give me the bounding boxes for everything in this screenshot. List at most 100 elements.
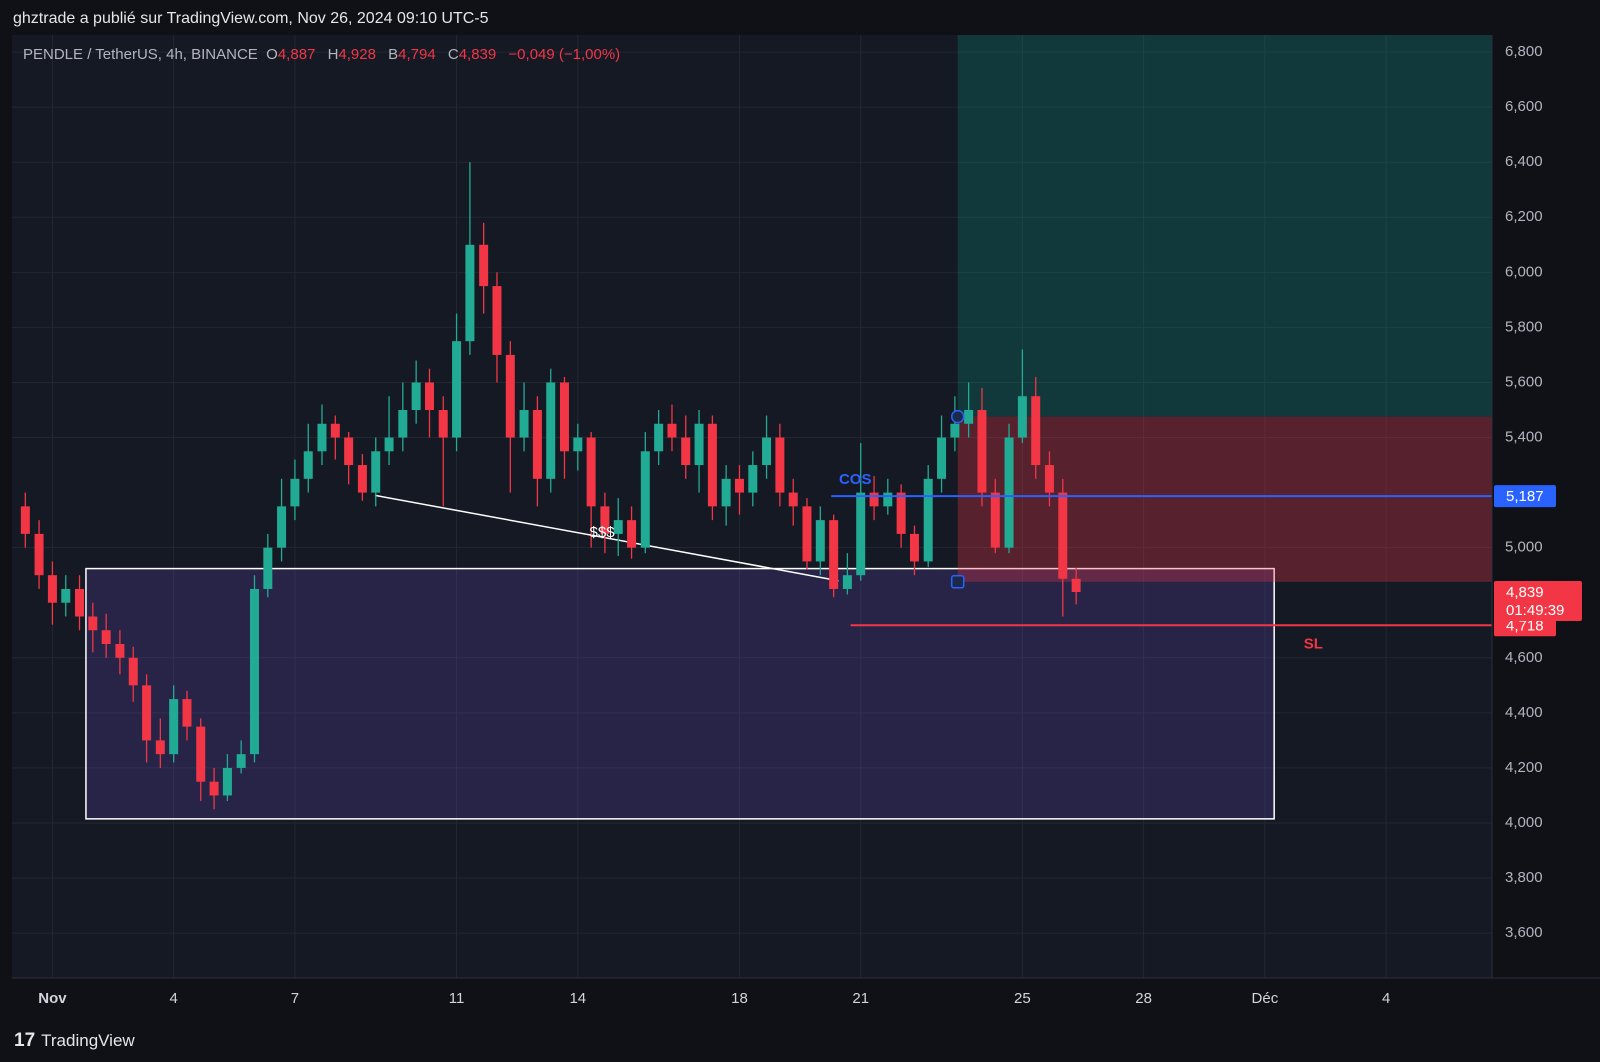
candle-body (505, 354, 515, 438)
candle-body (303, 451, 313, 479)
x-tick-label: 28 (1135, 990, 1152, 1007)
candle-body (694, 423, 704, 466)
candle-body (815, 520, 825, 562)
candle-body (909, 533, 919, 562)
brand: 17 TradingView (14, 1030, 135, 1051)
y-tick-label: 5,600 (1505, 373, 1543, 390)
candle-body (869, 492, 879, 507)
candle-body (627, 520, 637, 548)
candle-body (883, 492, 893, 507)
candle-body (34, 533, 44, 576)
plot-layer (12, 35, 1492, 978)
change: −0,049 (−1,00%) (508, 46, 621, 63)
x-tick-label: 4 (1382, 990, 1390, 1007)
close-label: C (447, 46, 459, 63)
candle-body (47, 575, 57, 603)
candle-body (829, 520, 839, 589)
y-tick-label: 5,800 (1505, 318, 1543, 335)
candle-body (762, 437, 772, 466)
open: 4,887 (277, 46, 316, 63)
candle-body (209, 781, 219, 796)
candle-body (842, 575, 852, 589)
candle-body (142, 685, 152, 741)
trendline-label: $$$ (590, 524, 616, 541)
y-tick-label: 4,400 (1505, 704, 1543, 721)
candle-body (115, 644, 125, 658)
candle-body (896, 492, 906, 534)
last-price-value: 4,839 (1506, 584, 1544, 601)
candle-body (371, 451, 381, 493)
candle-body (317, 423, 327, 452)
entry-handle (950, 409, 965, 424)
candle-body (532, 409, 542, 479)
candle-body (721, 478, 731, 507)
candle-body (788, 492, 798, 507)
y-tick-label: 6,200 (1505, 208, 1543, 225)
open-label: O (266, 46, 278, 63)
stop-box (957, 416, 1492, 582)
candle-body (654, 423, 664, 452)
candle-body (1044, 465, 1054, 493)
zone-box (85, 567, 1275, 820)
candle-body (196, 726, 206, 782)
candle-body (1071, 578, 1081, 592)
x-tick-label: 25 (1014, 990, 1031, 1007)
ohlc-legend: PENDLE / TetherUS, 4h, BINANCE O4,887 H4… (23, 46, 628, 63)
sl-line-value: 4,718 (1506, 617, 1544, 634)
candle-body (169, 699, 179, 755)
y-tick-label: 4,600 (1505, 649, 1543, 666)
y-tick-label: 5,000 (1505, 539, 1543, 556)
x-tick-label: Déc (1252, 990, 1279, 1007)
candle-body (856, 492, 866, 576)
cos-label: COS (839, 471, 872, 488)
x-tick-label: Nov (38, 990, 67, 1007)
candle-body (546, 382, 556, 479)
candle-body (977, 409, 987, 493)
candle-body (586, 437, 596, 507)
candle-body (802, 506, 812, 562)
x-tick-label: 21 (852, 990, 869, 1007)
candle-body (222, 767, 232, 796)
countdown: 01:49:39 (1506, 602, 1564, 619)
candle-body (101, 630, 111, 645)
candle-body (344, 437, 354, 466)
x-tick-label: 4 (169, 990, 177, 1007)
candle-body (411, 382, 421, 410)
candle-body (277, 506, 287, 548)
y-tick-label: 6,600 (1505, 98, 1543, 115)
candle-body (479, 244, 489, 287)
high-label: H (327, 46, 339, 63)
y-tick-label: 5,400 (1505, 428, 1543, 445)
candle-body (1058, 492, 1068, 579)
x-tick-label: 14 (569, 990, 586, 1007)
y-tick-label: 3,800 (1505, 869, 1543, 886)
candle-body (424, 382, 434, 410)
sl-label: SL (1304, 635, 1323, 652)
brand-name: TradingView (41, 1031, 135, 1050)
target-box (957, 35, 1492, 417)
low-label: B (388, 46, 399, 63)
candle-body (20, 506, 30, 534)
candle-body (775, 437, 785, 493)
x-tick-label: 7 (291, 990, 299, 1007)
candle-body (88, 616, 98, 631)
candle-body (734, 478, 744, 493)
candle-body (990, 492, 1000, 548)
candle-body (290, 478, 300, 507)
candle-body (600, 506, 610, 534)
y-tick-label: 6,000 (1505, 263, 1543, 280)
candle-body (681, 437, 691, 466)
candle-body (74, 588, 84, 617)
cos-line-value: 5,187 (1506, 488, 1544, 505)
trendline (374, 494, 839, 582)
candle-body (640, 451, 650, 548)
candle-body (263, 547, 273, 589)
candle-body (748, 465, 758, 493)
symbol: PENDLE / TetherUS, 4h, BINANCE (23, 46, 258, 63)
candle-body (559, 382, 569, 452)
candle-body (667, 423, 677, 438)
plot-area (12, 35, 1492, 978)
high: 4,928 (338, 46, 376, 63)
